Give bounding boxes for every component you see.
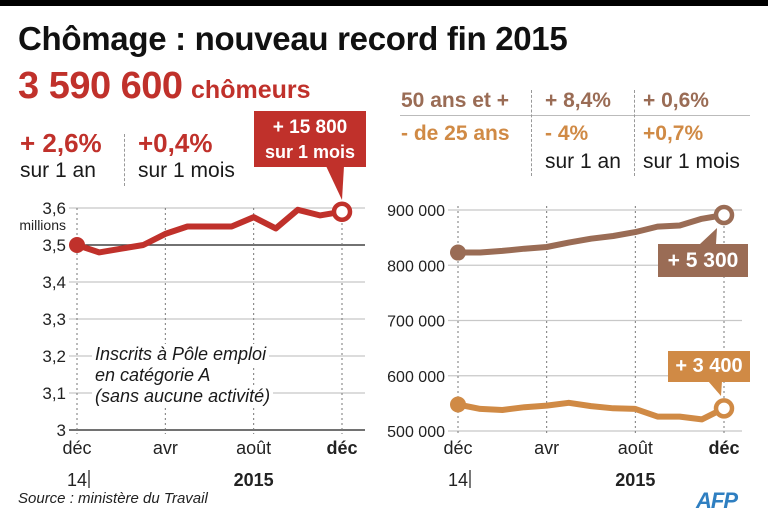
table-separator-1 <box>531 90 532 176</box>
left-chart-xtick-label: déc <box>326 438 357 458</box>
row-50-year: + 8,4% <box>545 89 611 112</box>
right-chart-series-line-1 <box>455 399 727 423</box>
left-chart-year-label-14: 14 <box>67 470 87 490</box>
top-bar <box>0 0 768 6</box>
row-25-label: - de 25 ans <box>401 122 510 145</box>
left-chart-xtick-label: août <box>236 438 271 458</box>
table-footer-year: sur 1 an <box>545 150 621 173</box>
headline: 3 590 600 chômeurs <box>18 65 311 108</box>
left-chart-ytick-label: 3,6 <box>42 199 66 218</box>
table-footer-month: sur 1 mois <box>643 150 740 173</box>
headline-value: 3 590 600 <box>18 65 183 107</box>
callout-under25: + 3 400 <box>668 351 750 382</box>
table-divider <box>400 115 750 116</box>
right-chart-ytick-label: 500 000 <box>387 424 445 441</box>
annotation-line3: (sans aucune activité) <box>92 386 274 407</box>
stat-year-label: sur 1 an <box>20 159 96 182</box>
right-chart-start-point-0 <box>450 244 466 261</box>
right-chart-start-point-1 <box>450 396 466 413</box>
stat-month-label: sur 1 mois <box>138 159 235 182</box>
chart-annotation: Inscrits à Pôle emploi en catégorie A (s… <box>92 344 274 407</box>
left-chart-ylabel: millions <box>19 217 66 233</box>
right-chart-xtick-label: août <box>618 438 653 458</box>
right-chart-end-point-0 <box>713 204 735 226</box>
right-chart-year-label-2015: 2015 <box>615 470 655 490</box>
row-50-month: + 0,6% <box>643 89 709 112</box>
stat-separator <box>124 134 125 186</box>
callout-left-pointer <box>326 166 344 200</box>
annotation-line1: Inscrits à Pôle emploi <box>92 344 270 365</box>
afp-logo-icon: AFP <box>695 488 739 513</box>
left-chart-ytick-label: 3 <box>57 421 66 440</box>
right-chart-end-point-1 <box>713 398 735 419</box>
table-separator-2 <box>634 90 635 176</box>
left-chart-ytick-label: 3,5 <box>42 236 66 255</box>
right-chart-ytick-label: 700 000 <box>387 314 445 331</box>
left-chart-year-label-2015: 2015 <box>234 470 274 490</box>
right-chart-xtick-label: avr <box>534 438 559 458</box>
headline-unit: chômeurs <box>191 76 311 104</box>
stat-month: +0,4% sur 1 mois <box>138 128 235 183</box>
callout-left-line2: sur 1 mois <box>264 142 356 162</box>
annotation-line2: en catégorie A <box>92 365 214 386</box>
left-chart-series-line-0 <box>74 206 345 256</box>
right-chart-xtick-label: déc <box>443 438 472 458</box>
left-chart-start-point-0 <box>69 237 85 253</box>
page-title: Chômage : nouveau record fin 2015 <box>18 20 568 57</box>
source-note: Source : ministère du Travail <box>18 490 208 507</box>
left-chart-end-point-0 <box>331 201 353 222</box>
row-50-label: 50 ans et + <box>401 89 509 112</box>
left-chart-xtick-label: déc <box>62 438 91 458</box>
right-chart-ytick-label: 600 000 <box>387 369 445 386</box>
row-25-month: +0,7% <box>643 122 704 145</box>
callout-over50-pointer <box>700 228 717 244</box>
afp-logo: AFP <box>694 487 756 518</box>
callout-left-line1: + 15 800 <box>272 117 348 138</box>
right-chart-year-label-14: 14 <box>448 470 468 490</box>
left-chart-ytick-label: 3,1 <box>42 384 66 403</box>
stat-year-value: + 2,6% <box>20 128 102 158</box>
right-chart-ytick-label: 800 000 <box>387 258 445 275</box>
row-25-year: - 4% <box>545 122 589 145</box>
stat-year: + 2,6% sur 1 an <box>20 128 102 183</box>
callout-left: + 15 800 sur 1 mois <box>254 111 366 167</box>
right-chart-ytick-label: 900 000 <box>387 203 445 220</box>
afp-logo-text: AFP <box>695 488 738 513</box>
stat-month-value: +0,4% <box>138 128 213 158</box>
callout-under25-pointer <box>708 381 722 396</box>
left-chart-xtick-label: avr <box>153 438 178 458</box>
left-chart-ytick-label: 3,4 <box>42 273 66 292</box>
callout-over50: + 5 300 <box>658 244 748 277</box>
left-chart-ytick-label: 3,2 <box>42 347 66 366</box>
left-chart-ytick-label: 3,3 <box>42 310 66 329</box>
right-chart-xtick-label: déc <box>708 438 739 458</box>
